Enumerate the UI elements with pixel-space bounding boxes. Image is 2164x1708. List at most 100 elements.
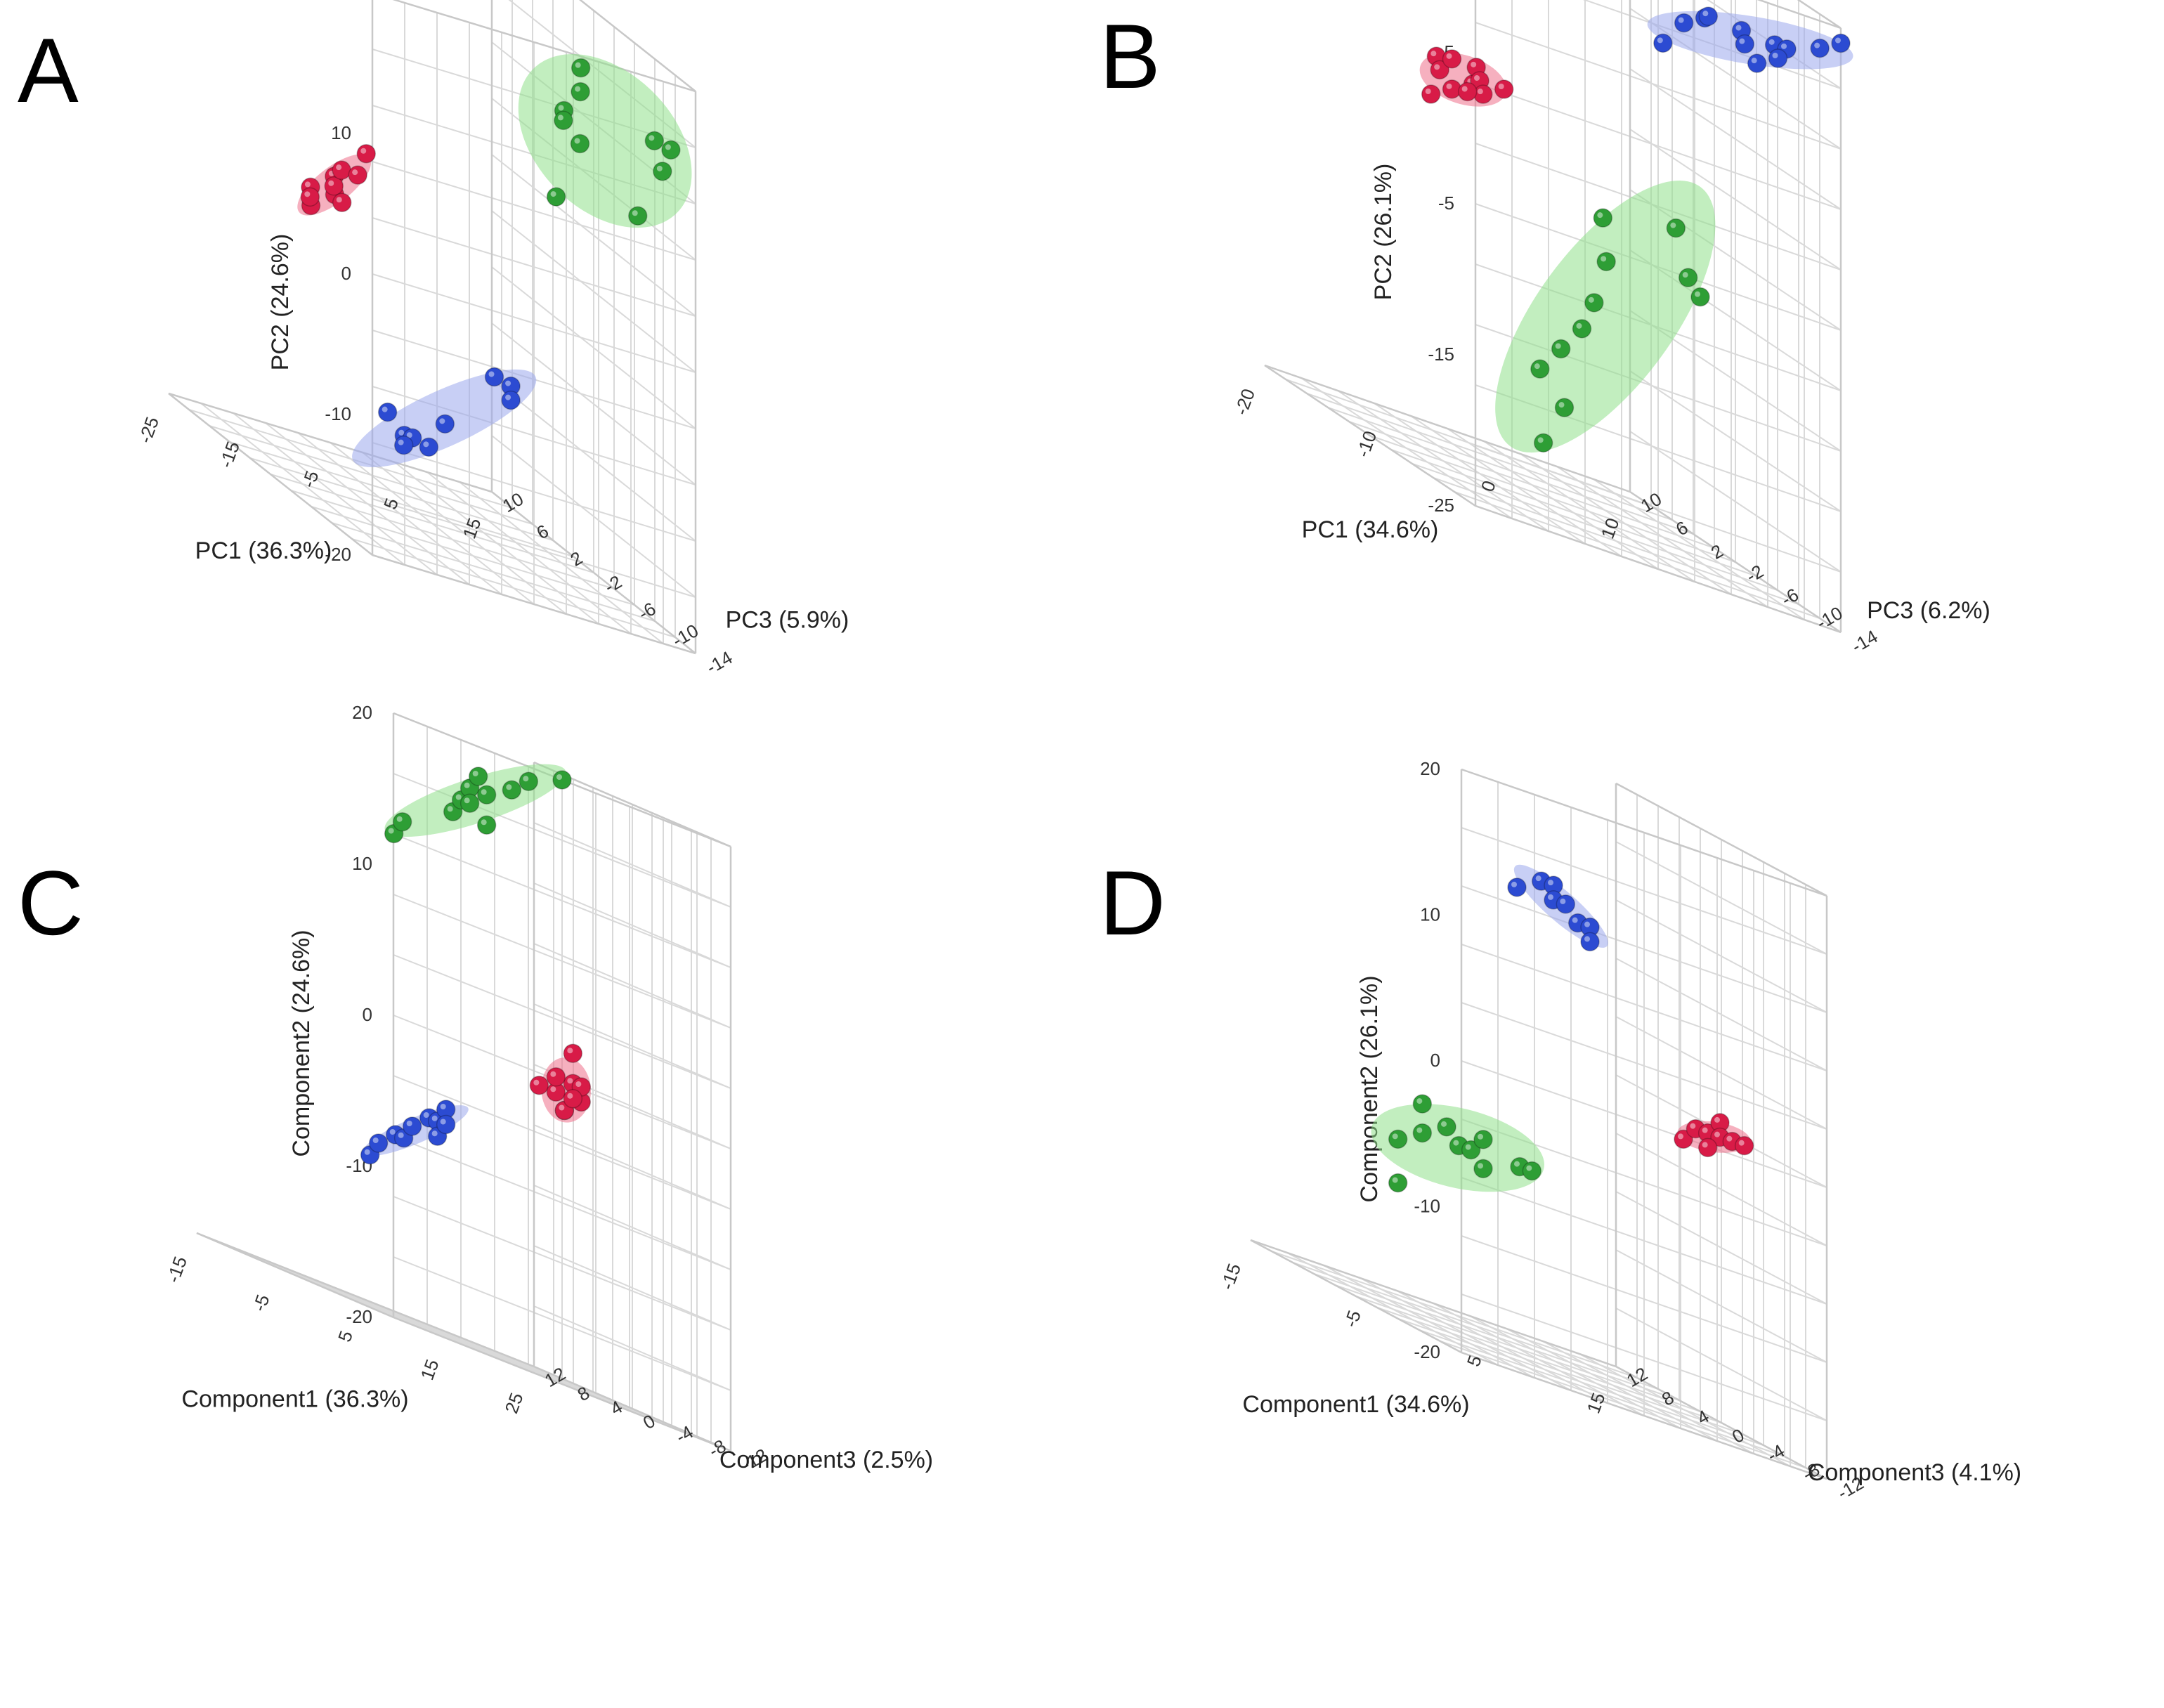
- grid-line: [1374, 403, 1586, 545]
- point-highlight: [567, 1093, 573, 1099]
- point-highlight: [1682, 272, 1688, 278]
- green-data-point: [476, 815, 497, 835]
- y-axis-title: PC2 (26.1%): [1370, 164, 1397, 301]
- red-data-point: [1421, 84, 1441, 104]
- green-data-point: [1530, 359, 1550, 379]
- point-highlight: [1735, 25, 1742, 31]
- point-highlight: [336, 197, 342, 203]
- x-tick-label: 0: [1477, 478, 1500, 495]
- green-data-point: [502, 780, 522, 800]
- green-data-point: [1388, 1129, 1408, 1149]
- green-data-point: [1666, 218, 1686, 238]
- point-highlight: [1471, 61, 1477, 67]
- grid-line: [1629, 129, 1842, 270]
- point-highlight: [423, 441, 429, 448]
- grid-line: [1410, 415, 1622, 557]
- z-tick-label: -2: [1742, 561, 1767, 587]
- point-highlight: [1558, 402, 1565, 408]
- grid-line: [533, 822, 731, 908]
- grid-line: [1475, 22, 1842, 150]
- frame-edge: [1615, 1365, 1827, 1480]
- x-tick-label: 5: [1463, 1352, 1486, 1369]
- point-highlight: [372, 1137, 379, 1143]
- grid-line: [1376, 1307, 1743, 1435]
- red-data-point: [1457, 82, 1478, 102]
- point-highlight: [304, 181, 311, 188]
- blue-data-point: [484, 367, 504, 387]
- point-highlight: [1416, 1127, 1423, 1133]
- green-data-point: [653, 162, 672, 181]
- grid-line: [1323, 1265, 1535, 1378]
- green-data-point: [1437, 1117, 1456, 1137]
- point-highlight: [1498, 84, 1504, 89]
- grid-line: [1390, 449, 1757, 577]
- frame-edge: [1475, 504, 1842, 634]
- point-highlight: [1425, 89, 1431, 94]
- point-highlight: [533, 1079, 540, 1086]
- point-highlight: [472, 771, 478, 776]
- point-highlight: [505, 380, 511, 386]
- x-tick-label: -15: [162, 1253, 191, 1286]
- point-highlight: [567, 1048, 573, 1054]
- point-highlight: [574, 138, 580, 144]
- y-tick-label: -15: [1428, 344, 1454, 365]
- point-highlight: [364, 1149, 370, 1155]
- grid-line: [1454, 491, 1820, 619]
- point-highlight: [1534, 363, 1540, 370]
- frame-edge: [168, 392, 493, 493]
- panel-d-svg: D20100-10-20-15-5515-12-8-404812Componen…: [1100, 758, 2021, 1504]
- blue-data-point: [393, 435, 414, 455]
- green-confidence-ellipse: [1495, 180, 1716, 453]
- point-highlight: [406, 1121, 412, 1126]
- blue-data-point: [1747, 53, 1767, 73]
- frame-edge: [393, 1316, 731, 1452]
- x-tick-label: -5: [1340, 1308, 1365, 1330]
- blue-data-point: [1698, 6, 1719, 26]
- point-highlight: [1392, 1177, 1398, 1183]
- point-highlight: [389, 1129, 396, 1135]
- axis-frame: [1250, 768, 1828, 1480]
- point-highlight: [665, 144, 671, 150]
- point-highlight: [1702, 1127, 1708, 1133]
- green-data-point: [1678, 268, 1698, 287]
- red-data-point: [1494, 79, 1514, 99]
- red-data-point: [546, 1067, 566, 1087]
- point-highlight: [1751, 58, 1757, 64]
- point-highlight: [481, 789, 487, 795]
- panel-c: C 20 10 0 -10 -20 -15 -5 5 15 25 -12 -8 -4 0 4 8 12 Compon…: [0, 702, 1082, 1707]
- y-tick-label: -25: [1428, 495, 1454, 516]
- y-tick-label: -5: [1438, 193, 1454, 214]
- point-highlight: [360, 148, 367, 154]
- x-tick-label: 25: [501, 1390, 528, 1416]
- red-data-point: [332, 160, 351, 180]
- z-tick-label: -4: [672, 1421, 697, 1448]
- blue-data-point: [1580, 932, 1600, 952]
- point-highlight: [1478, 1133, 1483, 1140]
- y-tick-label: 10: [1420, 904, 1440, 925]
- point-highlight: [1738, 1140, 1745, 1146]
- frame-edge: [196, 1232, 535, 1368]
- point-highlight: [556, 774, 562, 780]
- grid-line: [491, 154, 696, 317]
- grid-line: [372, 161, 696, 261]
- grid-line: [1461, 1002, 1827, 1130]
- point-highlight: [1555, 343, 1561, 349]
- point-highlight: [464, 797, 470, 804]
- data-layer: [1419, 6, 1853, 453]
- grid-line: [393, 894, 731, 1029]
- point-highlight: [575, 86, 581, 92]
- point-highlight: [1781, 43, 1787, 49]
- grid-line: [1396, 1290, 1608, 1404]
- point-highlight: [1548, 880, 1553, 886]
- y-tick-label: -20: [325, 544, 351, 565]
- point-highlight: [1511, 881, 1517, 887]
- grid-line: [1355, 1296, 1722, 1423]
- frame-edge: [533, 1365, 731, 1452]
- point-highlight: [481, 819, 487, 826]
- grid-line: [533, 1003, 731, 1089]
- x-tick-label: -10: [1352, 428, 1381, 460]
- z-tick-label: 10: [499, 488, 527, 516]
- frame-edge: [392, 0, 696, 93]
- grid-line: [1433, 477, 1799, 605]
